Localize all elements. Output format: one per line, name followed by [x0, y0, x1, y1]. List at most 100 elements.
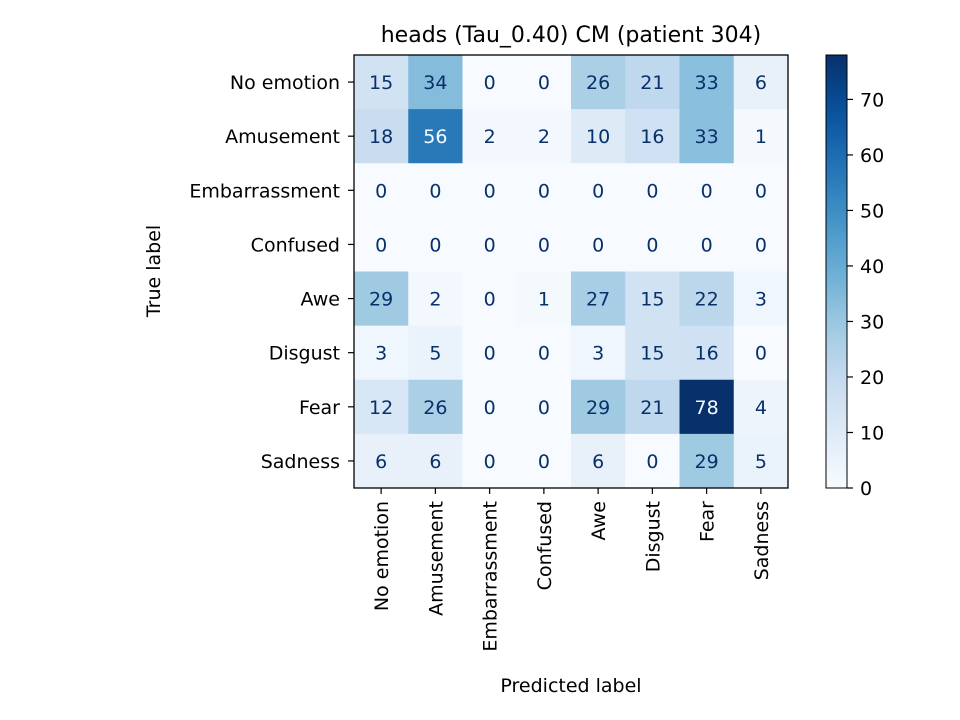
heatmap-cell — [354, 325, 409, 381]
heatmap-cell — [625, 163, 680, 218]
cell-value-label: 3 — [592, 343, 604, 365]
heatmap-cell — [625, 109, 680, 164]
cell-value-label: 0 — [484, 72, 496, 94]
cell-value-label: 0 — [755, 234, 767, 256]
cell-value-label: 0 — [538, 180, 550, 202]
cell-value-label: 0 — [538, 72, 550, 94]
heatmap-cell — [733, 109, 789, 164]
y-tick-label: No emotion — [230, 72, 340, 94]
cell-value-label: 6 — [375, 451, 387, 473]
cell-value-label: 0 — [484, 451, 496, 473]
heatmap-cell — [679, 379, 735, 435]
cell-value-label: 33 — [695, 126, 719, 148]
y-axis-ticks: No emotion Amusement Embarrassment Confused… — [189, 72, 354, 473]
x-axis-label: Predicted label — [500, 675, 641, 697]
plot-frame — [353, 54, 789, 489]
cell-value-label: 56 — [423, 126, 447, 148]
heatmap-cell — [354, 217, 409, 272]
heatmap-cell — [462, 433, 518, 489]
cell-value-label: 2 — [538, 126, 550, 148]
heatmap-cell — [354, 109, 409, 164]
cell-value-label: 26 — [423, 397, 447, 419]
cell-value-label: 12 — [369, 397, 393, 419]
cell-value-label: 15 — [640, 343, 664, 365]
cell-value-label: 0 — [484, 234, 496, 256]
heatmap-cell — [679, 217, 735, 272]
heatmap-cell — [354, 55, 409, 110]
heatmap-cell — [679, 163, 735, 218]
heatmap-cell — [354, 163, 409, 218]
heatmap-cell — [679, 325, 735, 381]
heatmap-cell — [408, 217, 463, 272]
cell-value-label: 0 — [429, 234, 441, 256]
cell-value-label: 10 — [586, 126, 610, 148]
heatmap-cell — [516, 379, 572, 435]
heatmap-cell — [571, 217, 626, 272]
heatmap-cell — [408, 433, 463, 489]
y-tick-label: Confused — [251, 234, 340, 256]
cell-value-label: 0 — [484, 180, 496, 202]
x-tick-label: Awe — [588, 501, 610, 540]
cell-value-label: 6 — [755, 72, 767, 94]
cell-value-label: 29 — [695, 451, 719, 473]
cell-value-label: 5 — [755, 451, 767, 473]
x-tick-label: Embarrassment — [480, 501, 502, 652]
colorbar-tick-label: 30 — [860, 311, 884, 333]
colorbar-tick-label: 0 — [860, 478, 872, 500]
heatmap-cell — [408, 379, 463, 435]
y-tick-label: Sadness — [261, 451, 340, 473]
heatmap-cell — [571, 271, 626, 327]
colorbar-tick-label: 20 — [860, 367, 884, 389]
heatmap-cell — [625, 271, 680, 327]
heatmap-cell — [733, 217, 789, 272]
cell-value-label: 0 — [375, 180, 387, 202]
heatmap-cell — [733, 271, 789, 327]
heatmap-cell — [571, 163, 626, 218]
heatmap-cells — [354, 55, 789, 489]
heatmap-cell — [408, 109, 463, 164]
x-tick-label: Amusement — [425, 501, 447, 616]
x-tick-label: Fear — [697, 501, 719, 542]
cell-value-label: 15 — [369, 72, 393, 94]
x-tick-label: Confused — [534, 501, 556, 590]
cell-value-label: 3 — [755, 289, 767, 311]
heatmap-cell — [408, 271, 463, 327]
heatmap-cell — [516, 109, 572, 164]
cell-value-label: 21 — [640, 397, 664, 419]
cell-value-label: 4 — [755, 397, 767, 419]
cell-value-label: 16 — [640, 126, 664, 148]
heatmap-cell — [516, 217, 572, 272]
heatmap-cell — [571, 379, 626, 435]
y-tick-label: Awe — [301, 289, 340, 311]
heatmap-cell — [679, 109, 735, 164]
cell-value-label: 0 — [538, 451, 550, 473]
cell-value-label: 26 — [586, 72, 610, 94]
x-axis-ticks: No emotion Amusement Embarrassment Confused… — [371, 488, 773, 652]
cell-value-label: 16 — [695, 343, 719, 365]
cell-value-label: 0 — [701, 234, 713, 256]
heatmap-cell — [462, 109, 518, 164]
heatmap-cell — [733, 379, 789, 435]
heatmap-cell — [408, 163, 463, 218]
colorbar-tick-label: 60 — [860, 145, 884, 167]
cell-value-label: 1 — [755, 126, 767, 148]
heatmap-cell — [462, 55, 518, 110]
heatmap-cell — [625, 217, 680, 272]
cell-value-label: 0 — [429, 180, 441, 202]
cell-value-label: 0 — [646, 180, 658, 202]
cell-value-label: 27 — [586, 289, 610, 311]
heatmap-cell — [354, 271, 409, 327]
cell-value-label: 0 — [538, 397, 550, 419]
cell-value-label: 34 — [423, 72, 447, 94]
heatmap-cell — [516, 271, 572, 327]
heatmap-cell — [733, 433, 789, 489]
cell-value-label: 22 — [695, 289, 719, 311]
cell-value-label: 15 — [640, 289, 664, 311]
cell-value-label: 0 — [592, 180, 604, 202]
heatmap-cell — [679, 271, 735, 327]
cell-value-label: 0 — [484, 343, 496, 365]
colorbar-tick-label: 70 — [860, 89, 884, 111]
cell-value-label: 29 — [586, 397, 610, 419]
heatmap-cell — [516, 433, 572, 489]
cell-value-label: 6 — [429, 451, 441, 473]
